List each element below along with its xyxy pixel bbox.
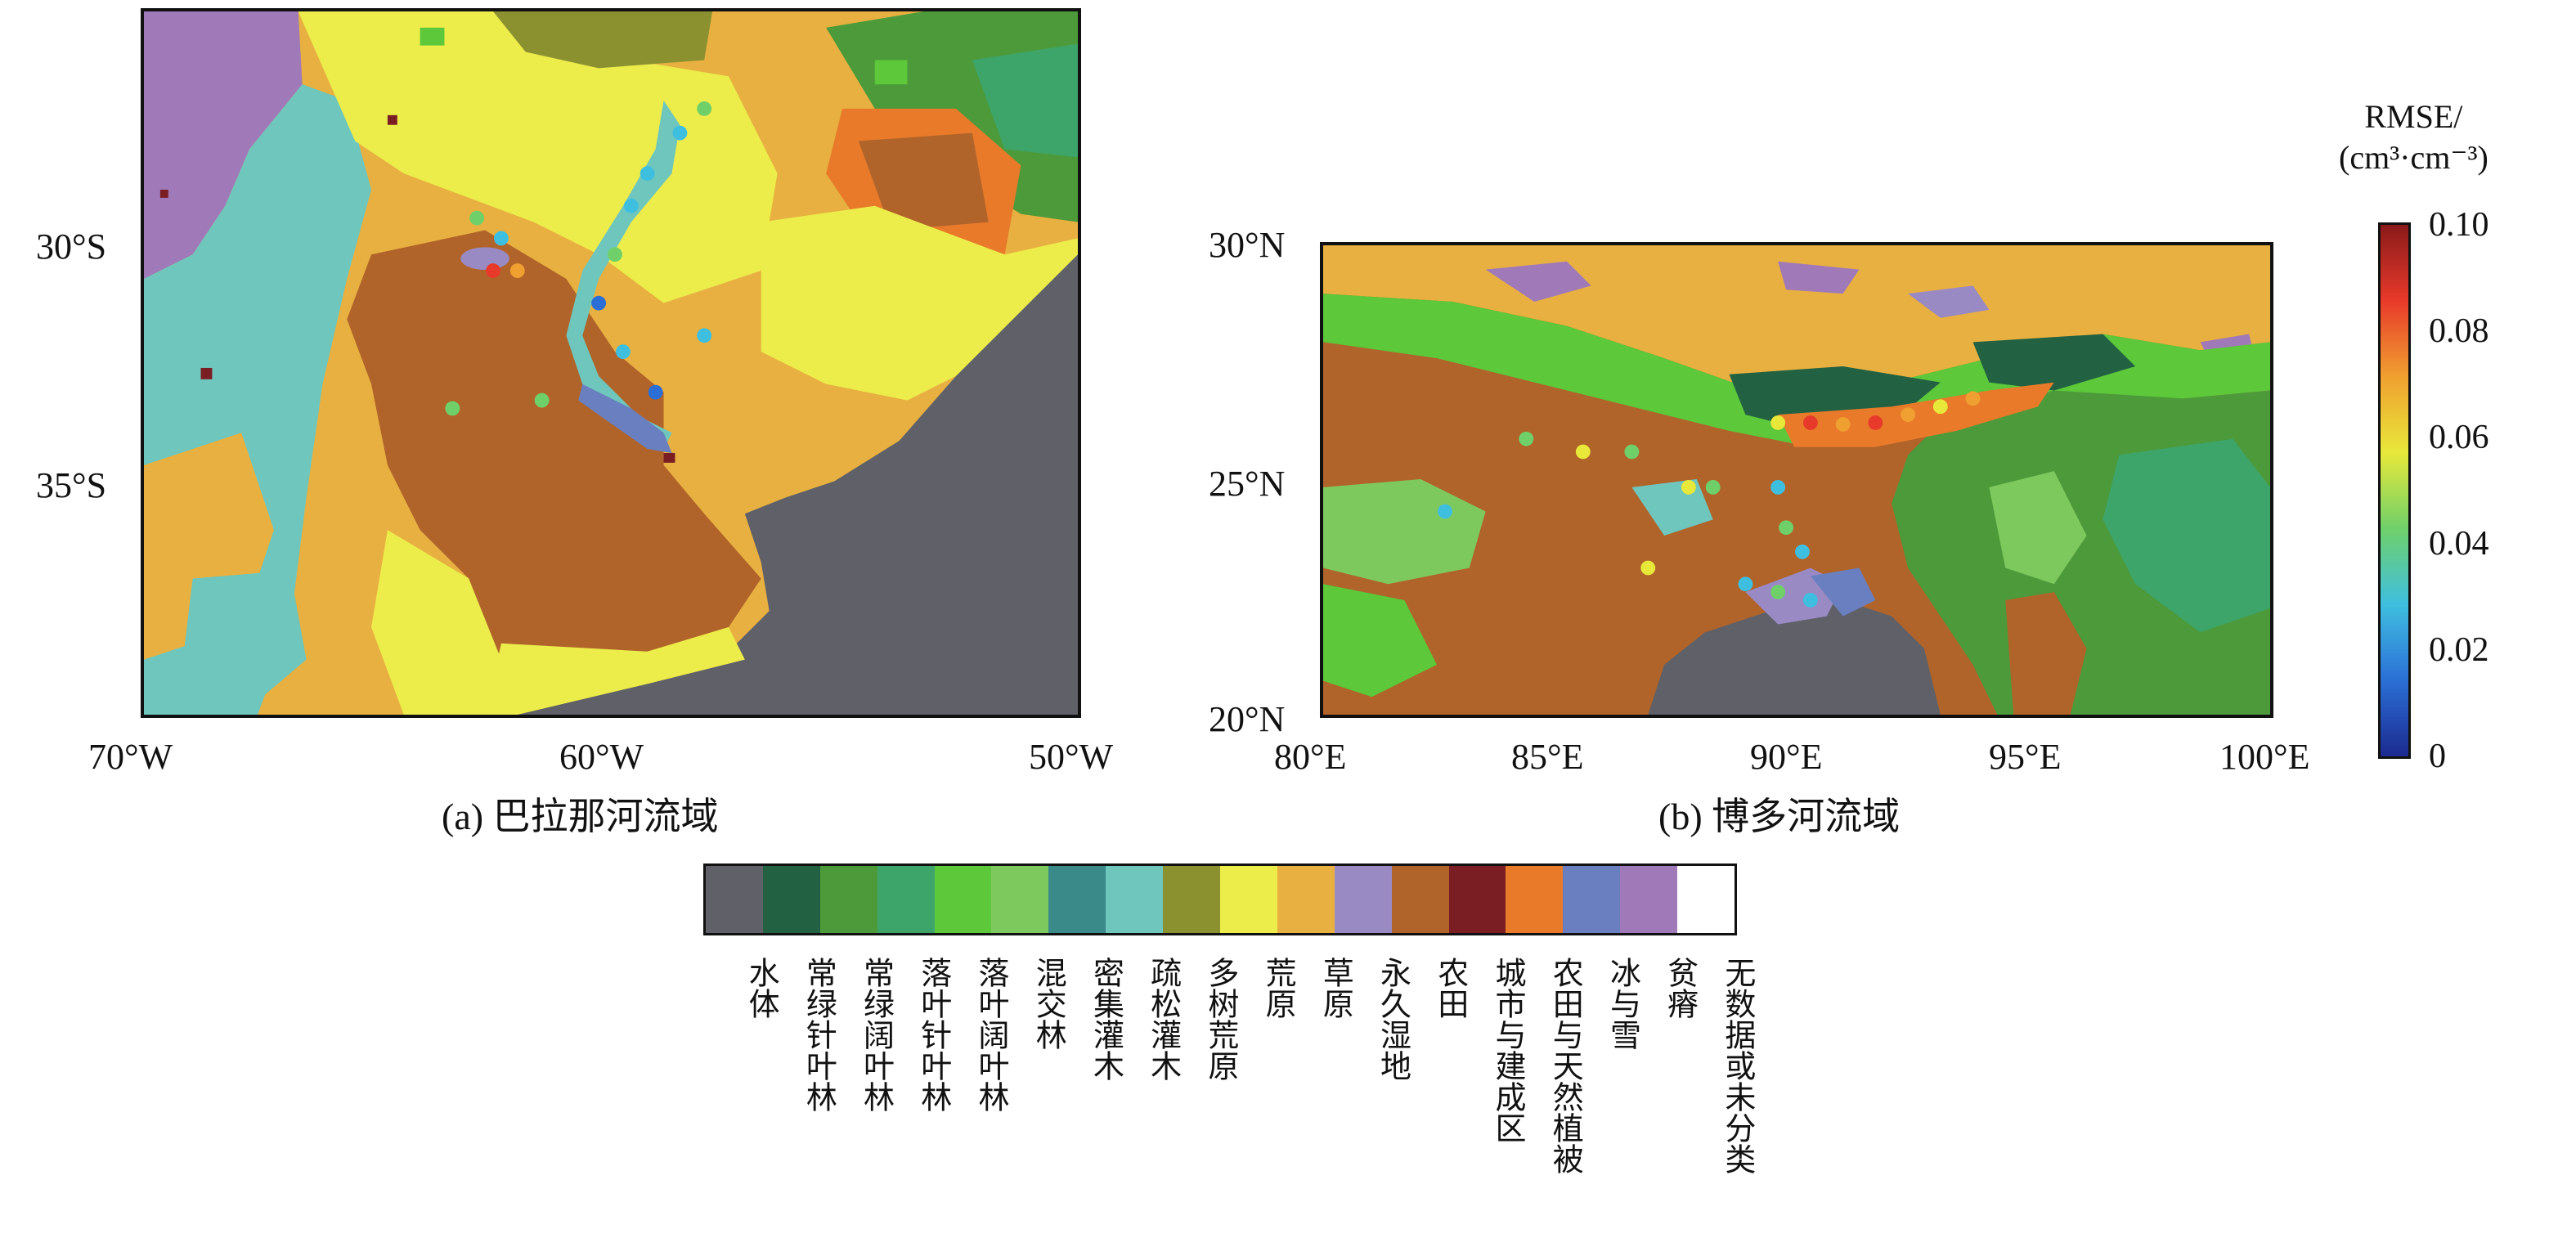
colorbar-tick-4: 0.02 <box>2429 631 2489 669</box>
legend-label: 草原 <box>1317 957 1353 1019</box>
map-panel-b <box>1320 242 2273 718</box>
legend-swatch <box>1448 866 1506 933</box>
legend-label: 落叶针叶林 <box>915 957 950 1112</box>
y-tick-b-0: 30°N <box>1209 225 1286 265</box>
y-tick-a-1: 35°S <box>36 465 107 505</box>
caption-b: (b) 博多河流域 <box>1658 796 1901 837</box>
legend-label: 贫瘠 <box>1662 957 1697 1019</box>
x-tick-b-3: 95°E <box>1989 737 2062 777</box>
legend-label: 落叶阔叶林 <box>973 957 1008 1112</box>
colorbar-title-line1: RMSE/ <box>2364 98 2463 135</box>
land-cover-map-b <box>1323 245 2270 715</box>
legend-label: 荒原 <box>1260 957 1295 1019</box>
legend-label: 常绿针叶林 <box>801 957 836 1112</box>
colorbar-tick-1: 0.08 <box>2429 312 2489 350</box>
land-cover-legend <box>703 864 1737 935</box>
legend-label: 冰与雪 <box>1604 957 1640 1050</box>
x-tick-a-1: 60°W <box>559 737 644 777</box>
legend-swatch <box>1048 866 1106 933</box>
y-tick-b-1: 25°N <box>1209 464 1286 504</box>
legend-swatch <box>1220 866 1277 933</box>
x-tick-a-0: 70°W <box>88 737 173 777</box>
legend-swatch <box>934 866 992 933</box>
legend-swatch <box>1620 866 1678 933</box>
station-points-a <box>445 101 712 416</box>
x-tick-a-2: 50°W <box>1029 737 1114 777</box>
legend-swatch <box>1106 866 1164 933</box>
legend-label: 水体 <box>743 957 779 1019</box>
legend-label: 密集灌木 <box>1088 957 1123 1081</box>
colorbar-tick-2: 0.06 <box>2429 419 2489 456</box>
legend-label: 农田与天然植被 <box>1547 957 1582 1174</box>
x-tick-b-4: 100°E <box>2219 737 2310 777</box>
colorbar-tick-5: 0 <box>2429 738 2446 775</box>
legend-label: 无数据或未分类 <box>1719 957 1754 1174</box>
rmse-colorbar <box>2378 222 2411 759</box>
legend-label: 常绿阔叶林 <box>858 957 893 1112</box>
legend-label: 农田 <box>1432 957 1467 1019</box>
y-tick-a-0: 30°S <box>36 227 107 267</box>
legend-swatch <box>706 866 763 933</box>
x-tick-b-2: 90°E <box>1750 737 1823 777</box>
colorbar-title-line2: (cm³·cm⁻³) <box>2339 139 2488 176</box>
map-panel-a <box>141 8 1081 718</box>
legend-label: 城市与建成区 <box>1490 957 1524 1143</box>
legend-swatch <box>762 866 820 933</box>
colorbar-tick-3: 0.04 <box>2429 525 2489 563</box>
legend-swatch <box>1391 866 1449 933</box>
station-points-b <box>1438 391 1981 608</box>
legend-label: 多树荒原 <box>1202 957 1237 1081</box>
legend-swatch <box>1277 866 1335 933</box>
land-cover-map-a <box>144 11 1078 715</box>
colorbar-title: RMSE/ (cm³·cm⁻³) <box>2339 96 2488 178</box>
legend-swatch <box>1506 866 1564 933</box>
legend-swatch <box>1163 866 1221 933</box>
legend-swatch <box>1677 866 1735 933</box>
legend-swatch <box>991 866 1049 933</box>
caption-a: (a) 巴拉那河流域 <box>442 796 719 837</box>
x-tick-b-1: 85°E <box>1511 737 1584 777</box>
colorbar-tick-0: 0.10 <box>2429 206 2489 244</box>
legend-swatch <box>1334 866 1392 933</box>
legend-swatch <box>819 866 877 933</box>
legend-label: 混交林 <box>1030 957 1066 1050</box>
legend-label: 永久湿地 <box>1375 957 1410 1081</box>
y-tick-b-2: 20°N <box>1209 699 1286 739</box>
legend-label: 疏松灌木 <box>1145 957 1180 1081</box>
legend-swatch <box>1563 866 1621 933</box>
legend-swatch <box>877 866 935 933</box>
x-tick-b-0: 80°E <box>1274 737 1347 777</box>
